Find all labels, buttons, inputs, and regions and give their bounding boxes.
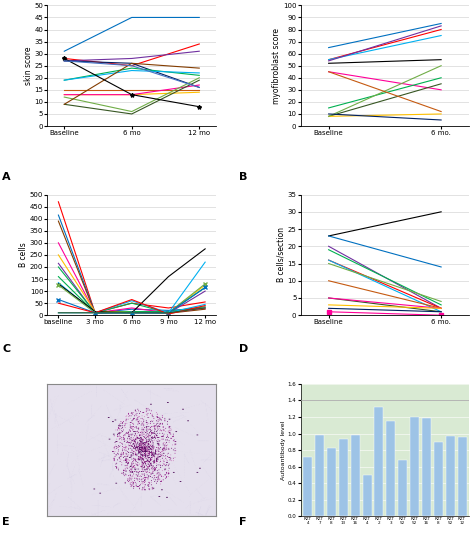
- Text: A: A: [2, 172, 11, 182]
- Bar: [422, 418, 431, 516]
- Y-axis label: myofibroblast score: myofibroblast score: [273, 27, 282, 104]
- Y-axis label: skin score: skin score: [24, 46, 33, 85]
- Text: B: B: [239, 172, 248, 182]
- Y-axis label: Autoantibody level: Autoantibody level: [281, 420, 286, 480]
- Y-axis label: B cells/section: B cells/section: [277, 228, 286, 282]
- Y-axis label: B cells: B cells: [19, 243, 28, 267]
- Bar: [398, 460, 407, 516]
- Bar: [410, 417, 419, 516]
- Bar: [339, 440, 348, 516]
- Bar: [363, 475, 372, 516]
- Bar: [351, 435, 360, 516]
- Bar: [303, 457, 312, 516]
- Text: E: E: [2, 516, 10, 527]
- Text: C: C: [2, 344, 10, 355]
- Bar: [327, 449, 336, 516]
- Bar: [458, 437, 466, 516]
- Text: D: D: [239, 344, 249, 355]
- Bar: [446, 436, 455, 516]
- Bar: [315, 435, 324, 516]
- Text: F: F: [239, 516, 247, 527]
- Bar: [374, 407, 383, 516]
- Bar: [434, 442, 443, 516]
- Bar: [386, 421, 395, 516]
